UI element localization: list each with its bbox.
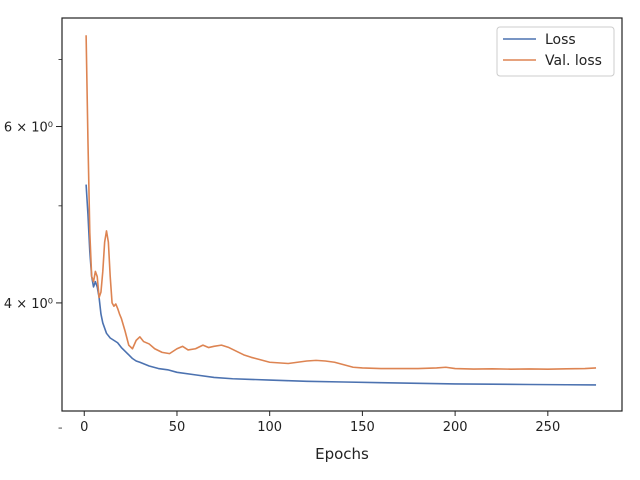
- x-tick-label: 250: [535, 420, 560, 435]
- series-layer: [85, 35, 597, 386]
- series-line-1: [85, 35, 597, 370]
- x-tick-label: 0: [80, 420, 88, 435]
- x-axis-label: Epochs: [315, 445, 369, 463]
- legend-label-loss: Loss: [545, 32, 576, 48]
- x-tick-label: 50: [169, 420, 186, 435]
- x-axis: 0 50 100 150 200 250: [80, 411, 560, 435]
- y-axis: 4 × 10⁰ 6 × 10⁰: [4, 59, 62, 429]
- legend-label-val-loss: Val. loss: [545, 53, 602, 69]
- plot-frame: [61, 17, 623, 412]
- x-tick-label: 150: [350, 420, 375, 435]
- x-tick-label: 100: [257, 420, 282, 435]
- y-tick-label: 4 × 10⁰: [4, 297, 53, 312]
- x-tick-label: 200: [443, 420, 468, 435]
- legend: Loss Val. loss: [496, 26, 615, 77]
- y-tick-label: 6 × 10⁰: [4, 121, 53, 136]
